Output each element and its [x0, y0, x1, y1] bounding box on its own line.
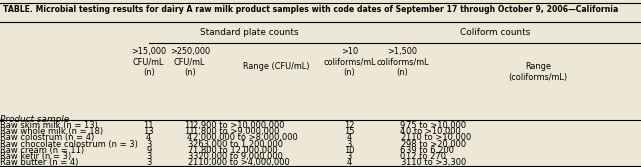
Text: Product sample: Product sample [0, 115, 69, 124]
Text: 1,800 to >9,000,000: 1,800 to >9,000,000 [193, 127, 279, 136]
Text: Standard plate counts: Standard plate counts [200, 28, 298, 37]
Text: TABLE. Microbial testing results for dairy A raw milk product samples with code : TABLE. Microbial testing results for dai… [3, 5, 618, 14]
Text: 263,000 to 1,200,000: 263,000 to 1,200,000 [193, 140, 283, 148]
Text: Range (CFU/mL): Range (CFU/mL) [243, 62, 309, 71]
Text: Raw colostrum (n = 4): Raw colostrum (n = 4) [0, 133, 94, 142]
Text: 11: 11 [185, 127, 195, 136]
Text: 2: 2 [400, 133, 405, 142]
Text: 2,000,000 to >8,000,000: 2,000,000 to >8,000,000 [193, 133, 297, 142]
Text: 320,000 to 9,000,000: 320,000 to 9,000,000 [193, 152, 283, 161]
Text: 3: 3 [347, 152, 352, 161]
Text: 75 to >10,000: 75 to >10,000 [406, 121, 466, 130]
Text: 110 to >10,000: 110 to >10,000 [406, 133, 471, 142]
Text: >250,000
CFU/mL
(n): >250,000 CFU/mL (n) [170, 47, 210, 77]
Text: >15,000
CFU/mL
(n): >15,000 CFU/mL (n) [131, 47, 166, 77]
Text: 3: 3 [347, 140, 352, 148]
Text: 4: 4 [187, 133, 192, 142]
Text: Raw kefir (n = 3): Raw kefir (n = 3) [0, 152, 71, 161]
Text: 110,000 to >4,000,000: 110,000 to >4,000,000 [193, 158, 290, 167]
Text: Coliform counts: Coliform counts [460, 28, 530, 37]
Text: 3: 3 [187, 140, 192, 148]
Text: 9: 9 [400, 121, 405, 130]
Text: 7: 7 [187, 146, 192, 155]
Text: 110 to >3,300: 110 to >3,300 [406, 158, 466, 167]
Text: 3: 3 [146, 158, 151, 167]
Text: >10
coliforms/mL
(n): >10 coliforms/mL (n) [323, 47, 376, 77]
Text: 4: 4 [400, 127, 405, 136]
Text: Raw chocolate colostrum (n = 3): Raw chocolate colostrum (n = 3) [0, 140, 138, 148]
Text: 9: 9 [146, 146, 151, 155]
Text: 0 to >10,000: 0 to >10,000 [406, 127, 460, 136]
Text: Raw skim milk (n = 13): Raw skim milk (n = 13) [0, 121, 98, 130]
Text: 2: 2 [187, 158, 192, 167]
Text: 11: 11 [185, 121, 195, 130]
Text: 2: 2 [400, 140, 405, 148]
Text: Raw butter (n = 4): Raw butter (n = 4) [0, 158, 78, 167]
Text: 15: 15 [344, 127, 354, 136]
Text: 3: 3 [146, 140, 151, 148]
Text: 39 to 6,200: 39 to 6,200 [406, 146, 454, 155]
Text: 10: 10 [344, 146, 354, 155]
Text: 0: 0 [400, 152, 405, 161]
Text: 11: 11 [144, 121, 154, 130]
Text: 98 to >20,000: 98 to >20,000 [406, 140, 466, 148]
Text: Raw whole milk (n = 18): Raw whole milk (n = 18) [0, 127, 103, 136]
Text: 2,900 to >10,000,000: 2,900 to >10,000,000 [193, 121, 285, 130]
Text: 12 to 270: 12 to 270 [406, 152, 445, 161]
Text: 4: 4 [347, 158, 352, 167]
Text: 12: 12 [344, 121, 354, 130]
Text: 13: 13 [144, 127, 154, 136]
Text: 6: 6 [400, 146, 405, 155]
Text: 4: 4 [347, 133, 352, 142]
Text: 3: 3 [146, 152, 151, 161]
Text: Raw cream (n = 11): Raw cream (n = 11) [0, 146, 84, 155]
Text: Range
(coliforms/mL): Range (coliforms/mL) [508, 62, 567, 81]
Text: 3: 3 [187, 152, 192, 161]
Text: 4: 4 [146, 133, 151, 142]
Text: 3: 3 [400, 158, 405, 167]
Text: >1,500
coliforms/mL
(n): >1,500 coliforms/mL (n) [376, 47, 429, 77]
Text: 1,800 to 12,000,000: 1,800 to 12,000,000 [193, 146, 278, 155]
